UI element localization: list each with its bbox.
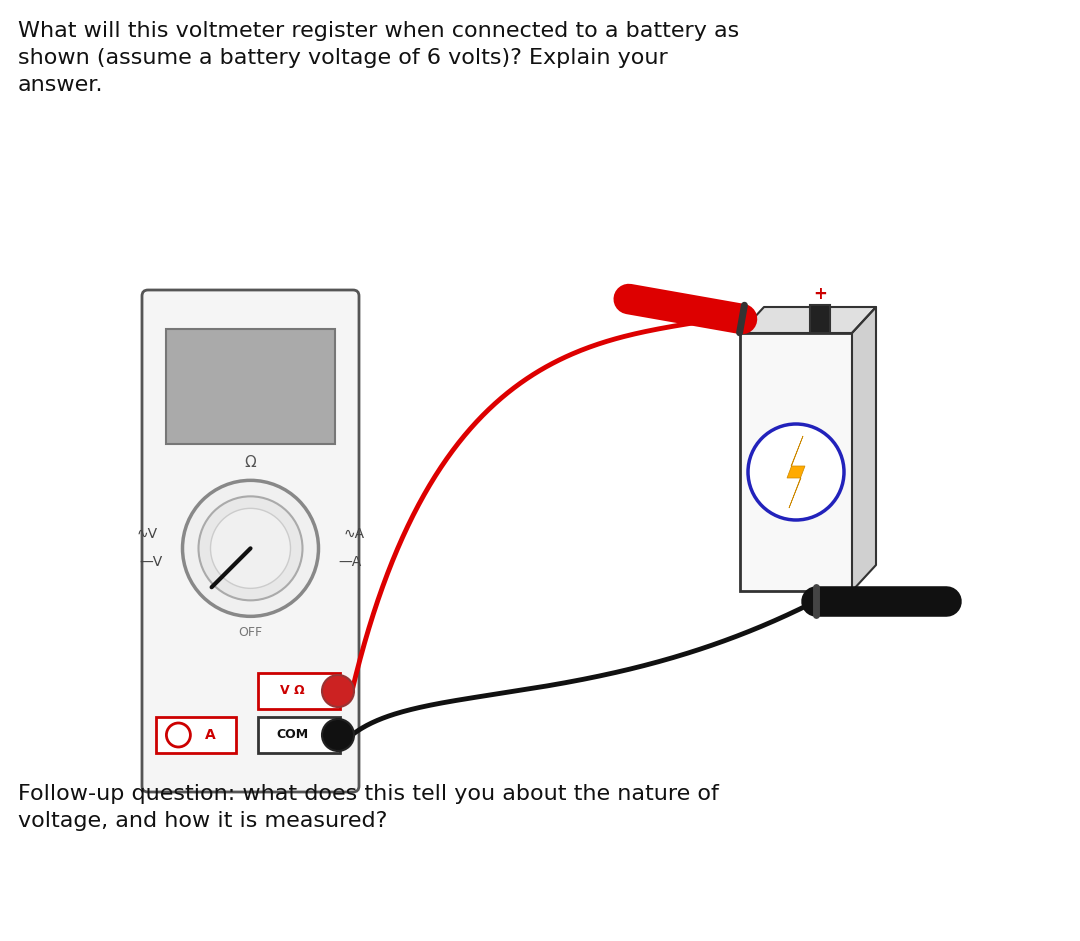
Text: Follow-up question: what does this tell you about the nature of
voltage, and how: Follow-up question: what does this tell … [18, 784, 719, 831]
Circle shape [211, 508, 291, 588]
Circle shape [199, 496, 302, 600]
Polygon shape [852, 307, 876, 591]
Circle shape [322, 675, 354, 707]
Text: +: + [813, 285, 827, 303]
FancyBboxPatch shape [141, 290, 359, 792]
Bar [740, 333, 852, 591]
Bar [810, 305, 831, 333]
Bar [258, 717, 340, 753]
Polygon shape [787, 436, 805, 508]
Text: —A: —A [338, 555, 362, 569]
Text: COM: COM [276, 728, 309, 742]
Text: OFF: OFF [239, 627, 262, 639]
Text: V Ω: V Ω [280, 684, 305, 697]
Text: ∿A: ∿A [343, 527, 365, 541]
Text: A: A [205, 728, 216, 742]
Polygon shape [740, 307, 876, 333]
Circle shape [322, 719, 354, 751]
Bar [156, 717, 237, 753]
Text: What will this voltmeter register when connected to a battery as
shown (assume a: What will this voltmeter register when c… [18, 21, 739, 95]
Bar [258, 673, 340, 709]
Text: Ω: Ω [245, 455, 256, 470]
Circle shape [748, 424, 843, 520]
Text: ∿V: ∿V [136, 527, 158, 541]
Circle shape [166, 723, 190, 747]
Bar [166, 329, 335, 444]
Text: —V: —V [139, 555, 162, 569]
Circle shape [183, 480, 319, 616]
